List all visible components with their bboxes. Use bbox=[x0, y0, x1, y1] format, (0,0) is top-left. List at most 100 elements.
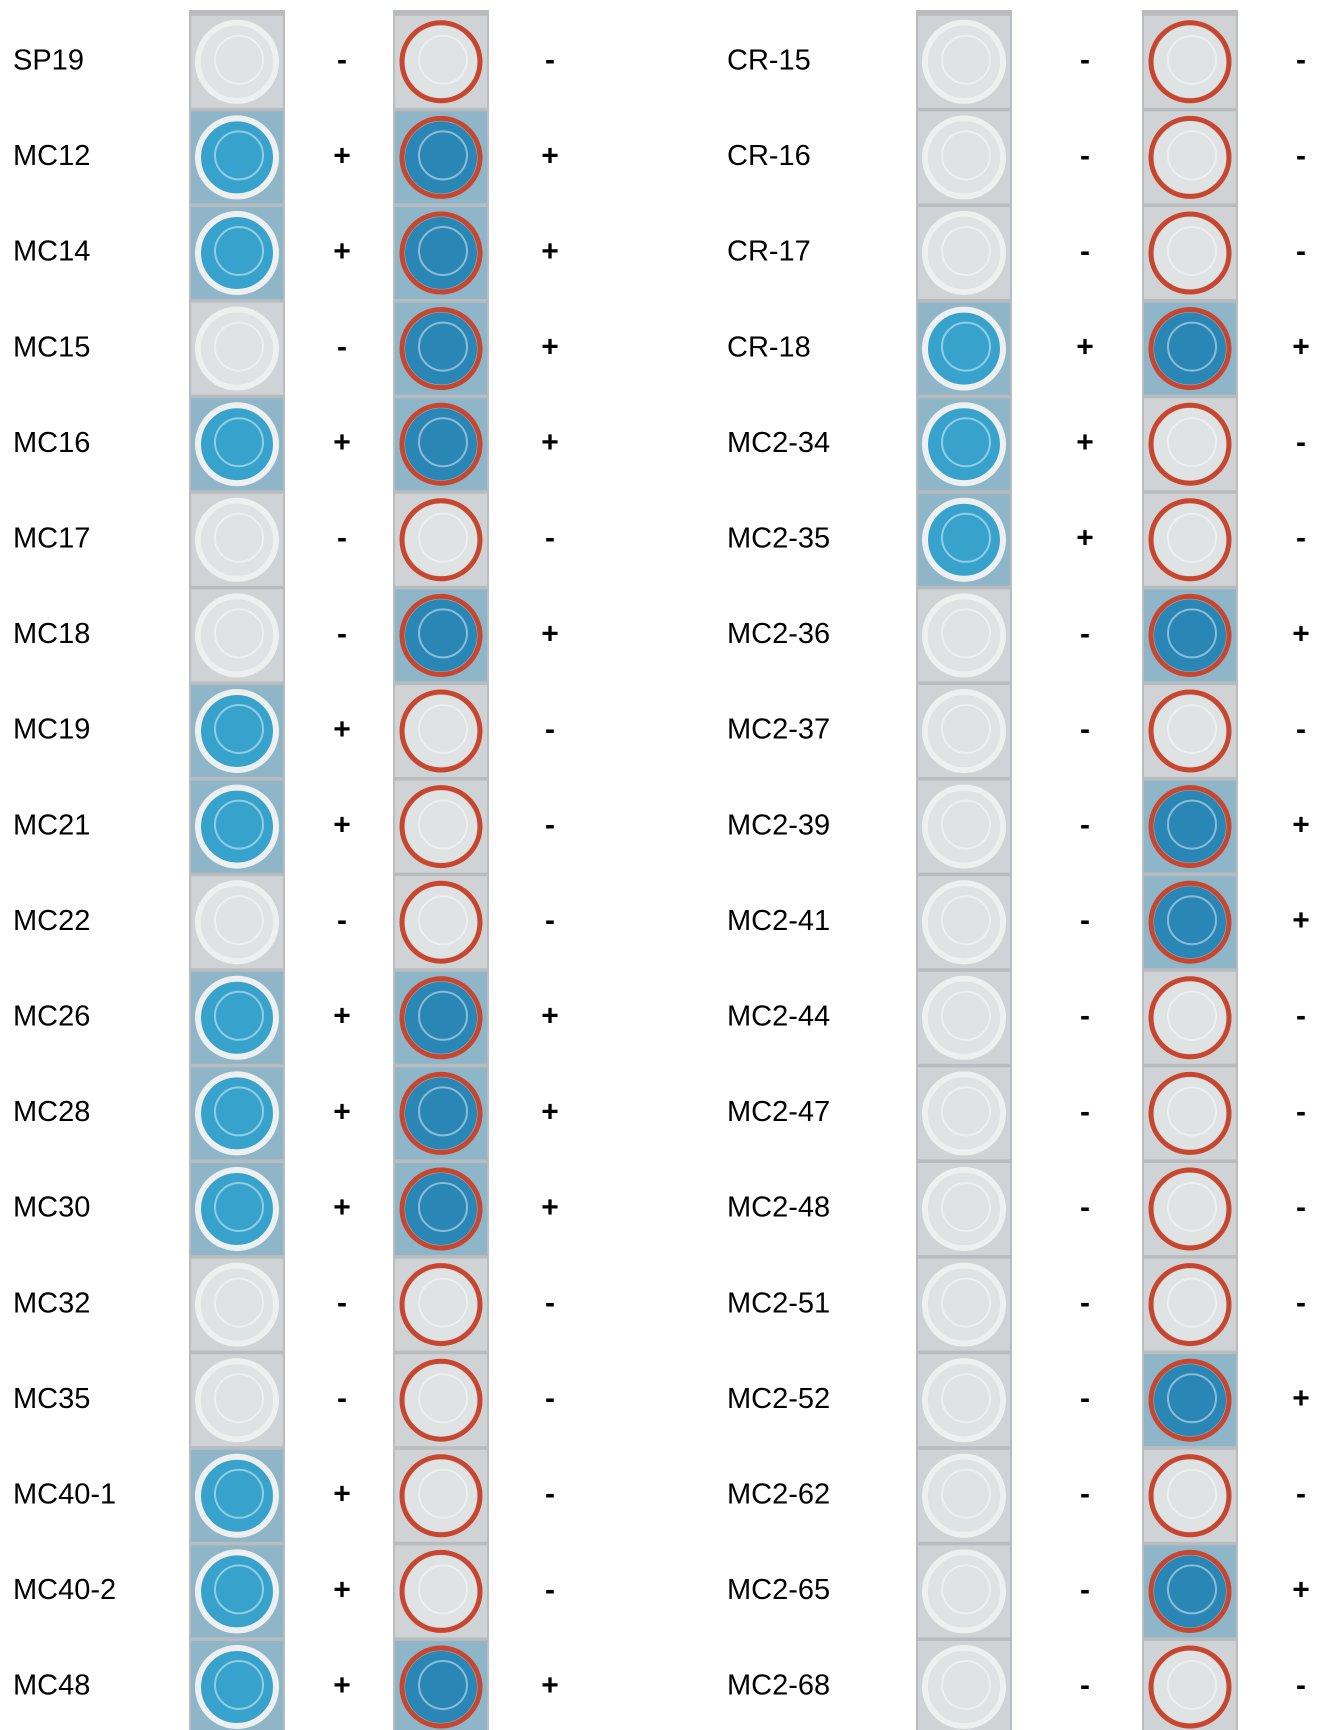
well-fill bbox=[405, 790, 477, 863]
sample-label: CR-18 bbox=[727, 331, 811, 363]
result-sign: + bbox=[541, 426, 559, 459]
well-inner bbox=[941, 417, 991, 468]
well-inner bbox=[1167, 321, 1217, 372]
well-rim bbox=[399, 1263, 483, 1347]
well-fill bbox=[405, 1555, 477, 1628]
well-fill bbox=[201, 1651, 273, 1723]
well-fill bbox=[1154, 695, 1226, 767]
well-rim bbox=[399, 976, 483, 1060]
sample-label: MC15 bbox=[13, 331, 90, 363]
well-inner bbox=[1167, 704, 1217, 754]
well-rim bbox=[922, 1358, 1006, 1443]
sample-label: MC2-44 bbox=[727, 1000, 830, 1032]
result-sign: + bbox=[541, 617, 559, 650]
well-rim bbox=[399, 498, 483, 582]
result-sign: - bbox=[545, 713, 555, 746]
result-sign: + bbox=[541, 1095, 559, 1128]
well-rim bbox=[195, 211, 279, 295]
well-rim bbox=[922, 975, 1006, 1060]
sample-label: MC2-62 bbox=[727, 1478, 830, 1510]
result-sign: - bbox=[1296, 139, 1306, 172]
well-inner bbox=[418, 1182, 468, 1232]
result-sign: - bbox=[545, 1573, 555, 1606]
well-fill bbox=[1154, 1651, 1226, 1723]
result-sign: - bbox=[1080, 1095, 1090, 1128]
result-sign: - bbox=[545, 1382, 555, 1415]
well-fill bbox=[201, 503, 273, 576]
result-sign: + bbox=[333, 1669, 351, 1702]
well-rim bbox=[195, 115, 279, 200]
well-fill bbox=[1154, 503, 1226, 576]
well-fill bbox=[201, 121, 273, 194]
well-fill bbox=[1154, 25, 1226, 98]
well-rim bbox=[922, 784, 1006, 869]
result-sign: + bbox=[1076, 426, 1094, 459]
well-fill bbox=[201, 25, 273, 98]
sample-label: MC32 bbox=[13, 1287, 90, 1319]
result-sign: - bbox=[1080, 904, 1090, 937]
well-inner bbox=[214, 1373, 264, 1424]
well-fill bbox=[201, 1364, 273, 1437]
well-fill bbox=[405, 1173, 477, 1245]
well-fill bbox=[928, 790, 1000, 863]
well-inner bbox=[214, 226, 264, 276]
result-sign: - bbox=[1080, 1573, 1090, 1606]
well-inner bbox=[1167, 34, 1217, 85]
result-sign: + bbox=[1292, 904, 1310, 937]
well-inner bbox=[418, 1373, 468, 1424]
well-inner bbox=[941, 704, 991, 754]
well-fill bbox=[928, 981, 1000, 1054]
well-fill bbox=[928, 599, 1000, 672]
result-sign: - bbox=[545, 904, 555, 937]
well-rim bbox=[1148, 1167, 1232, 1251]
result-sign: + bbox=[333, 139, 351, 172]
well-fill bbox=[1154, 217, 1226, 289]
result-sign: - bbox=[337, 331, 347, 364]
well-rim bbox=[399, 1071, 483, 1155]
result-sign: - bbox=[1296, 235, 1306, 268]
well-rim bbox=[1148, 1358, 1232, 1442]
well-rim bbox=[399, 1358, 483, 1442]
sample-label: MC2-39 bbox=[727, 809, 830, 841]
result-sign: + bbox=[333, 1478, 351, 1511]
well-fill bbox=[405, 408, 477, 481]
well-inner bbox=[418, 990, 468, 1041]
well-rim bbox=[922, 593, 1006, 678]
result-sign: + bbox=[333, 809, 351, 842]
well-fill bbox=[1154, 312, 1226, 385]
well-fill bbox=[405, 121, 477, 194]
well-rim bbox=[399, 1645, 483, 1729]
sample-label: MC2-68 bbox=[727, 1670, 830, 1702]
well-fill bbox=[405, 25, 477, 98]
well-rim bbox=[195, 1167, 279, 1251]
well-inner bbox=[1167, 608, 1217, 659]
result-sign: - bbox=[1296, 1000, 1306, 1033]
result-sign: + bbox=[1292, 1573, 1310, 1606]
well-fill bbox=[201, 312, 273, 385]
well-rim bbox=[922, 1549, 1006, 1634]
well-fill bbox=[928, 886, 1000, 959]
result-sign: - bbox=[1296, 1191, 1306, 1224]
well-fill bbox=[405, 1077, 477, 1150]
well-fill bbox=[405, 981, 477, 1054]
sample-label: MC12 bbox=[13, 140, 90, 172]
well-fill bbox=[928, 25, 1000, 98]
well-rim bbox=[1148, 211, 1232, 295]
well-rim bbox=[399, 1454, 483, 1538]
sample-label: MC17 bbox=[13, 522, 90, 554]
well-fill bbox=[1154, 1173, 1226, 1245]
well-fill bbox=[928, 1077, 1000, 1150]
result-sign: + bbox=[333, 1573, 351, 1606]
result-sign: - bbox=[1080, 617, 1090, 650]
well-inner bbox=[1167, 130, 1217, 181]
well-inner bbox=[1167, 1468, 1217, 1519]
sample-label: MC30 bbox=[13, 1192, 90, 1224]
well-fill bbox=[1154, 121, 1226, 194]
well-fill bbox=[405, 599, 477, 672]
well-rim bbox=[1148, 1071, 1232, 1155]
result-sign: - bbox=[1296, 522, 1306, 555]
sample-label: MC2-37 bbox=[727, 714, 830, 746]
result-sign: + bbox=[541, 1191, 559, 1224]
result-sign: + bbox=[541, 1669, 559, 1702]
